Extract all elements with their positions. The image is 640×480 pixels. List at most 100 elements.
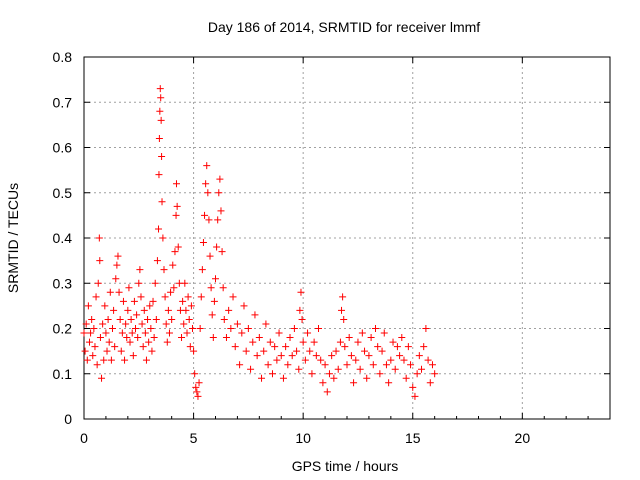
data-point [141, 329, 149, 337]
data-point [339, 293, 347, 301]
data-point [358, 329, 366, 337]
data-point [140, 306, 148, 314]
data-point [161, 293, 169, 301]
data-point [190, 347, 198, 355]
data-point [168, 315, 176, 323]
data-point [273, 356, 281, 364]
y-tick-label: 0.4 [53, 230, 73, 246]
data-point [413, 370, 421, 378]
data-point [393, 343, 401, 351]
data-point [95, 234, 103, 242]
x-axis-label: GPS time / hours [292, 458, 399, 474]
x-tick-label: 10 [295, 430, 311, 446]
chart-title: Day 186 of 2014, SRMTID for receiver lmm… [208, 19, 480, 35]
data-point [193, 388, 201, 396]
data-point [321, 361, 329, 369]
data-point [411, 392, 419, 400]
data-point [171, 248, 179, 256]
data-point [180, 320, 188, 328]
data-point [244, 325, 252, 332]
data-point [118, 329, 126, 337]
y-tick-label: 0.2 [53, 321, 73, 337]
data-point [186, 343, 194, 351]
data-point [290, 325, 298, 332]
data-point [363, 374, 371, 382]
data-point [231, 343, 239, 351]
data-point [420, 343, 428, 351]
data-point [155, 225, 163, 233]
data-point [304, 329, 312, 337]
data-point [402, 374, 410, 382]
data-point [268, 370, 276, 378]
data-point [323, 388, 331, 396]
data-point [286, 334, 294, 342]
data-point [369, 361, 377, 369]
data-point [317, 356, 325, 364]
data-point [174, 243, 182, 251]
data-point [98, 374, 106, 382]
data-point [82, 320, 90, 328]
data-point [129, 352, 137, 360]
data-point [195, 379, 203, 387]
data-point [336, 338, 344, 346]
data-point [156, 85, 164, 93]
data-point [128, 329, 136, 337]
data-point [332, 347, 340, 355]
data-point [92, 293, 100, 301]
data-point [206, 252, 214, 260]
data-point [110, 306, 118, 314]
data-point [225, 306, 233, 314]
data-point [162, 320, 170, 328]
data-point [172, 211, 180, 219]
data-point [157, 94, 165, 102]
data-point [134, 334, 142, 342]
data-point [164, 306, 172, 314]
axis-ticks: 0 0.1 0.2 0.3 0.4 0.5 0.6 0.7 0.8 0 5 10 15 20 [53, 49, 610, 446]
data-point [301, 356, 309, 364]
data-point [217, 207, 225, 215]
data-point [220, 315, 228, 323]
data-point [295, 365, 303, 373]
data-point [145, 338, 153, 346]
data-point [139, 343, 147, 351]
data-point [260, 347, 268, 355]
data-point [123, 334, 131, 342]
data-point [431, 370, 439, 378]
data-point [345, 334, 353, 342]
data-point [374, 343, 382, 351]
data-point [209, 334, 217, 342]
data-point [124, 306, 132, 314]
data-point [152, 315, 160, 323]
data-point [114, 252, 122, 260]
data-point [203, 162, 211, 170]
data-point [352, 356, 360, 364]
data-point [229, 293, 237, 301]
grid-lines [84, 57, 610, 419]
data-point [142, 356, 150, 364]
data-point [90, 325, 98, 332]
data-point [173, 202, 181, 210]
data-point [137, 293, 145, 301]
data-point [202, 180, 210, 188]
data-point [253, 352, 261, 360]
data-point [151, 279, 159, 287]
data-point [218, 248, 226, 256]
data-point [334, 365, 342, 373]
data-point [113, 261, 121, 269]
data-point [136, 266, 144, 274]
data-point [83, 356, 91, 364]
data-point [116, 315, 124, 323]
data-point [155, 134, 163, 142]
data-point [251, 311, 259, 319]
data-point [89, 352, 97, 360]
data-point [398, 334, 406, 342]
y-tick-label: 0.8 [53, 49, 73, 65]
data-point [236, 361, 244, 369]
data-point [293, 347, 301, 355]
data-point [298, 315, 306, 323]
data-point [201, 211, 209, 219]
data-point [159, 234, 167, 242]
data-point [119, 297, 127, 305]
data-point [150, 334, 158, 342]
data-point [111, 343, 119, 351]
